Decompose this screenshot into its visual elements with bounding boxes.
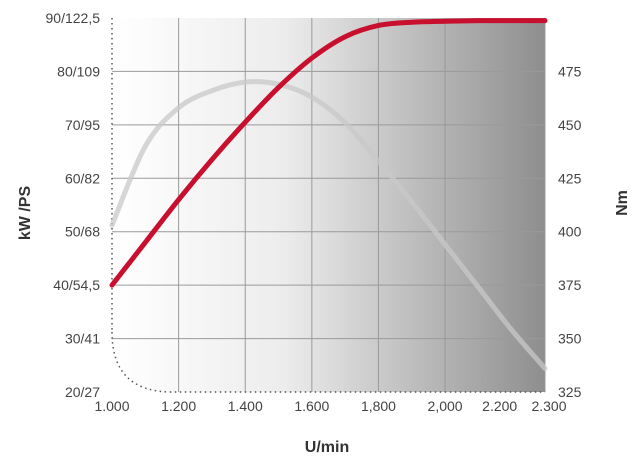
- y-left-tick-label: 70/95: [65, 117, 100, 133]
- x-tick-label: 1,800: [361, 398, 396, 414]
- x-tick-label: 1.600: [294, 398, 329, 414]
- torque-line: [109, 79, 548, 371]
- y-left-tick-label: 30/41: [65, 331, 100, 347]
- y-left-tick-labels: 20/27 30/41 40/54,5 50/68 60/82 70/95 80/109 90…: [46, 10, 101, 400]
- x-axis-title: U/min: [305, 439, 349, 456]
- y-right-tick-label: 375: [558, 277, 582, 293]
- y-left-axis-title: kW /PS: [17, 186, 34, 241]
- power-line: [109, 18, 548, 288]
- x-tick-label: 1.000: [94, 398, 129, 414]
- series-layer: [109, 18, 548, 371]
- y-right-tick-labels: 325 350 375 400 425 450 475: [558, 63, 582, 400]
- y-right-tick-label: 450: [558, 117, 582, 133]
- x-tick-label: 2.200: [482, 398, 517, 414]
- x-tick-label: 1.200: [161, 398, 196, 414]
- x-tick-label: 1.400: [228, 398, 263, 414]
- x-tick-label: 2.300: [531, 398, 566, 414]
- y-left-tick-label: 40/54,5: [53, 277, 100, 293]
- y-left-tick-label: 80/109: [57, 63, 100, 79]
- y-right-tick-label: 350: [558, 331, 582, 347]
- y-left-tick-label: 20/27: [65, 384, 100, 400]
- y-left-tick-label: 90/122,5: [46, 10, 101, 26]
- grid: [112, 18, 546, 392]
- y-right-tick-label: 475: [558, 63, 582, 79]
- plot-area-shading: [112, 18, 545, 392]
- x-tick-label: 2,000: [428, 398, 463, 414]
- y-right-axis-title: Nm: [614, 190, 631, 216]
- y-left-tick-label: 60/82: [65, 170, 100, 186]
- x-tick-labels: 1.000 1.200 1.400 1.600 1,800 2,000 2.200 2.300: [94, 398, 566, 414]
- y-right-tick-label: 400: [558, 224, 582, 240]
- y-right-tick-label: 425: [558, 170, 582, 186]
- y-right-tick-label: 325: [558, 384, 582, 400]
- y-left-tick-label: 50/68: [65, 224, 100, 240]
